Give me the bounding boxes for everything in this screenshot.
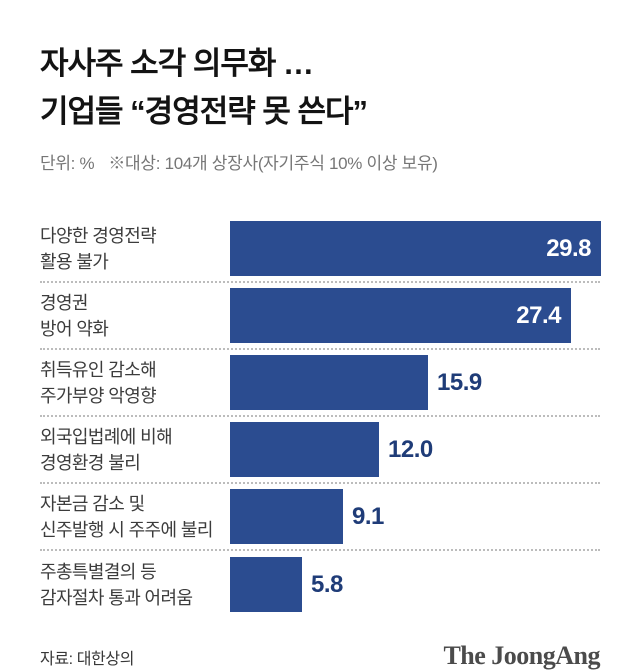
source-label: 자료: 대한상의	[40, 651, 135, 668]
sample-note-label: ※대상: 104개 상장사(자기주식 10% 이상 보유)	[108, 154, 438, 173]
bar: 29.8	[230, 221, 601, 276]
bar-track: 27.4	[230, 283, 600, 348]
chart-footer: 자료: 대한상의 The JoongAng	[40, 641, 600, 671]
bar-category-label-line: 주총특별결의 등	[40, 561, 157, 582]
bar-category-label-line: 신주발행 시 주주에 불리	[40, 519, 213, 540]
bar-track: 5.8	[230, 551, 600, 618]
bar-category-label-line: 외국입법례에 비해	[40, 426, 173, 447]
bar-category-label-line: 자본금 감소 및	[40, 493, 145, 514]
bar-value: 5.8	[311, 570, 343, 598]
joongang-logo: The JoongAng	[443, 641, 600, 670]
chart-subtitle: 단위: % ※대상: 104개 상장사(자기주식 10% 이상 보유)	[40, 149, 600, 174]
bar-category-label-line: 경영권	[40, 292, 88, 313]
bar	[230, 355, 428, 410]
chart-title-line2: 기업들 “경영전략 못 쓴다”	[40, 94, 368, 129]
bar-category-label-line: 경영환경 불리	[40, 452, 141, 473]
bar	[230, 557, 302, 612]
unit-label: 단위: %	[40, 154, 95, 173]
bar-value: 12.0	[388, 435, 433, 463]
bar-track: 12.0	[230, 417, 600, 482]
chart-title: 자사주 소각 의무화 … 기업들 “경영전략 못 쓴다”	[40, 40, 600, 136]
bar	[230, 422, 379, 477]
bar-track: 15.9	[230, 350, 600, 415]
bar	[230, 489, 343, 544]
bar-value: 29.8	[546, 234, 591, 262]
bar-category-label-line: 취득유인 감소해	[40, 359, 157, 380]
bar: 27.4	[230, 288, 571, 343]
bar-category-label-line: 주가부양 악영향	[40, 385, 157, 406]
bar-value: 15.9	[437, 368, 482, 396]
bar-value: 9.1	[352, 502, 384, 530]
chart-title-line1: 자사주 소각 의무화 …	[40, 46, 314, 81]
bar-track: 9.1	[230, 484, 600, 549]
bar-value: 27.4	[516, 301, 561, 329]
bar-category-label-line: 다양한 경영전략	[40, 225, 157, 246]
bar-track: 29.8	[230, 216, 601, 281]
bar-category-label-line: 감자절차 통과 어려움	[40, 587, 193, 608]
bar-category-label-line: 방어 약화	[40, 318, 109, 339]
bar-category-label-line: 활용 불가	[40, 251, 109, 272]
